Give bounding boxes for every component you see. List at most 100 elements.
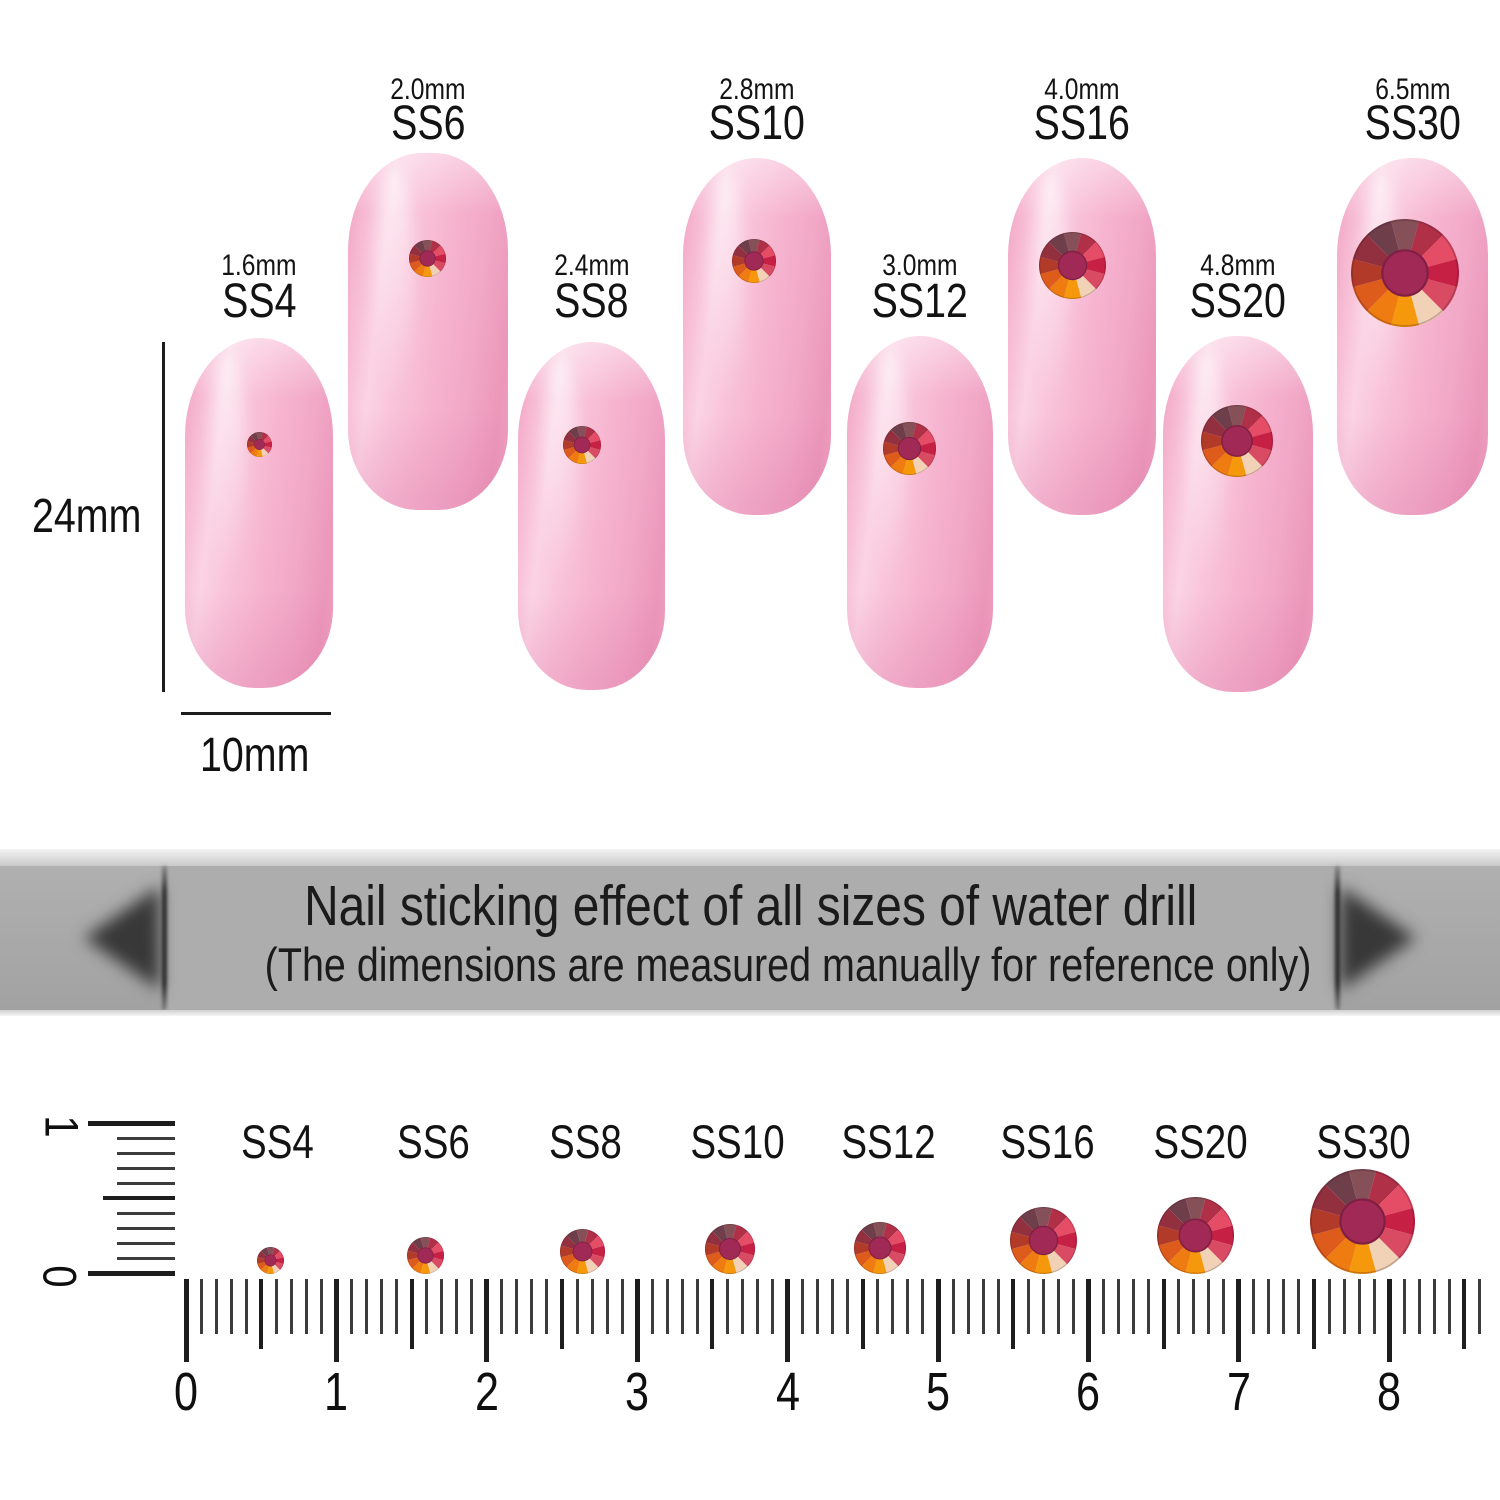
ribbon-right-fold-edge [1335, 866, 1340, 1010]
horizontal-ruler-tick [244, 1279, 248, 1334]
vertical-ruler-tick [117, 1241, 175, 1245]
horizontal-ruler-tick [1236, 1279, 1242, 1362]
horizontal-ruler-tick [860, 1279, 865, 1349]
vertical-ruler-tick [117, 1211, 175, 1215]
horizontal-ruler-tick [364, 1279, 368, 1334]
horizontal-ruler-tick [560, 1279, 564, 1349]
mm-value: 2.4mm [553, 249, 630, 282]
horizontal-ruler-tick [470, 1279, 474, 1334]
ruler-number: 7 [1194, 1364, 1284, 1420]
rhinestone-icon [1009, 1206, 1077, 1275]
ruler-number: 6 [1043, 1364, 1133, 1420]
nail-tip [1163, 336, 1313, 692]
nail-tip [1008, 158, 1156, 515]
horizontal-ruler-tick [951, 1279, 955, 1334]
horizontal-ruler-tick [1357, 1279, 1361, 1334]
ruler-rhinestone [1009, 1206, 1077, 1275]
nail-rhinestone [562, 425, 602, 465]
horizontal-ruler-tick [1056, 1279, 1060, 1334]
ss-value: SS4 [221, 275, 297, 328]
width-dimension-label: 10mm [200, 729, 310, 782]
horizontal-ruler-tick [1327, 1279, 1331, 1334]
nail-size-ss-label: SS6 [318, 99, 538, 149]
nail-size-mm-label: 2.8mm [647, 73, 867, 107]
banner-bottom-strip [0, 1010, 1500, 1016]
horizontal-ruler-tick [319, 1279, 323, 1334]
horizontal-ruler-tick [1085, 1279, 1091, 1362]
ruler-rhinestone [853, 1221, 907, 1275]
horizontal-ruler-tick [259, 1279, 264, 1349]
horizontal-ruler-tick [906, 1279, 910, 1334]
ruler-size-label: SS6 [333, 1117, 533, 1167]
horizontal-ruler-tick [996, 1279, 1000, 1334]
ss-value: SS30 [1315, 1115, 1411, 1168]
horizontal-ruler-tick [274, 1279, 278, 1334]
ribbon-right-arrow-icon [1340, 886, 1416, 990]
horizontal-ruler-tick [680, 1279, 684, 1334]
mm-value: 2.8mm [719, 73, 795, 106]
rhinestone-icon [559, 1228, 605, 1275]
ruler-rhinestone [1156, 1196, 1234, 1275]
horizontal-ruler-tick [981, 1279, 985, 1334]
horizontal-ruler-tick [1011, 1279, 1016, 1349]
horizontal-ruler-tick [500, 1279, 504, 1334]
vertical-ruler-tick [103, 1196, 175, 1200]
horizontal-ruler-tick [1252, 1279, 1256, 1334]
horizontal-ruler-tick [740, 1279, 744, 1334]
horizontal-ruler-tick [214, 1279, 218, 1334]
horizontal-ruler-tick [620, 1279, 624, 1334]
mm-value: 1.6mm [221, 249, 297, 282]
ss-value: SS12 [871, 275, 969, 328]
banner-ribbon: Nail sticking effect of all sizes of wat… [0, 866, 1500, 1010]
nail-size-ss-label: SS16 [972, 99, 1192, 149]
horizontal-ruler-tick [1432, 1279, 1436, 1334]
ruler-rhinestone [256, 1246, 284, 1275]
vertical-ruler-number-1: 1 [35, 1114, 89, 1138]
width-dimension-line [181, 712, 331, 715]
mm-value: 3.0mm [882, 249, 958, 282]
ss-value: SS12 [840, 1115, 936, 1168]
nail-rhinestone [408, 239, 446, 277]
horizontal-ruler-tick [289, 1279, 293, 1334]
rhinestone-icon [1200, 404, 1274, 478]
rhinestone-icon [246, 431, 272, 457]
horizontal-ruler-tick [1041, 1279, 1045, 1334]
ruler-size-label: SS20 [1100, 1117, 1300, 1167]
nail-size-ss-label: SS8 [482, 277, 702, 327]
ruler-number: 5 [893, 1364, 983, 1420]
horizontal-ruler-tick [1312, 1279, 1316, 1349]
horizontal-ruler-tick [1372, 1279, 1376, 1334]
ruler-rhinestone [704, 1223, 756, 1275]
horizontal-ruler-tick [1071, 1279, 1075, 1334]
banner-top-strip [0, 849, 1500, 866]
horizontal-ruler-tick [229, 1279, 233, 1334]
ss-value: SS16 [1033, 97, 1131, 150]
horizontal-ruler-tick [756, 1279, 760, 1334]
horizontal-ruler-tick [1402, 1279, 1406, 1334]
horizontal-ruler-tick [183, 1279, 189, 1362]
vertical-ruler-tick [117, 1166, 175, 1170]
nail-size-mm-label: 4.8mm [1128, 249, 1348, 283]
ruler-number-value: 3 [625, 1362, 650, 1422]
rhinestone-icon [406, 1236, 444, 1275]
horizontal-ruler-tick [349, 1279, 353, 1334]
ruler-rhinestone [1309, 1168, 1415, 1275]
horizontal-ruler-tick [484, 1279, 490, 1362]
nail-tip [348, 153, 508, 510]
nail-size-mm-label: 1.6mm [149, 249, 369, 283]
ruler-size-label: SS16 [947, 1117, 1147, 1167]
horizontal-ruler-tick [1207, 1279, 1211, 1334]
ss-value: SS8 [548, 1115, 622, 1168]
horizontal-ruler-tick [935, 1279, 941, 1362]
ribbon-left-arrow-icon [84, 886, 160, 990]
horizontal-ruler-tick [425, 1279, 429, 1334]
ruler-number-value: 5 [925, 1362, 951, 1422]
vertical-ruler-tick [117, 1256, 175, 1260]
nail-rhinestone [246, 431, 272, 457]
nail-rhinestone [1200, 404, 1274, 478]
horizontal-ruler-tick [966, 1279, 970, 1334]
nail-tip [518, 342, 665, 690]
nail-size-ss-label: SS20 [1128, 277, 1348, 327]
horizontal-ruler-tick [1447, 1279, 1451, 1334]
